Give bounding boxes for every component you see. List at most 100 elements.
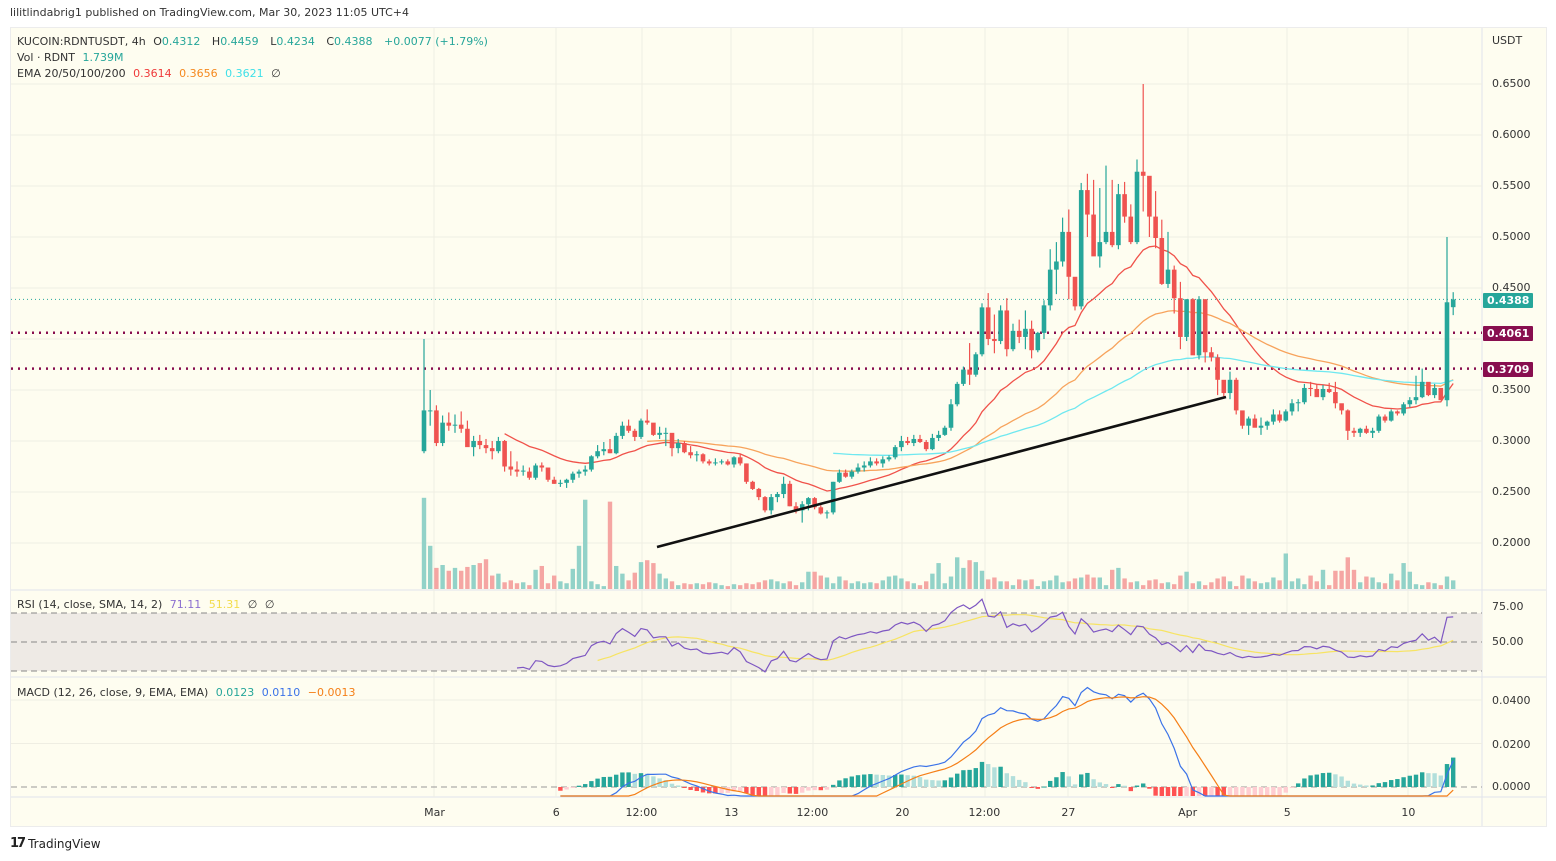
- ema-legend[interactable]: EMA 20/50/100/200 0.3614 0.3656 0.3621 ∅: [17, 67, 281, 80]
- macd-tick-0400: 0.0400: [1492, 694, 1531, 707]
- volume-bar: [1066, 581, 1071, 589]
- volume-bar: [1413, 584, 1419, 589]
- candle-body: [806, 498, 811, 505]
- macd-histogram-bar: [868, 774, 873, 787]
- macd-histogram-bar: [1333, 774, 1338, 787]
- candle-body: [731, 457, 737, 465]
- volume-bar: [992, 577, 997, 589]
- macd-histogram-bar: [936, 780, 941, 787]
- volume-bar: [595, 584, 600, 589]
- macd-histogram-bar: [1370, 785, 1375, 787]
- candle-body: [477, 441, 483, 446]
- tradingview-logo-icon: 17: [10, 836, 26, 851]
- macd-histogram-bar: [1302, 778, 1307, 787]
- macd-histogram-bar: [862, 774, 867, 787]
- candle-body: [768, 497, 774, 511]
- volume-bar: [1184, 571, 1189, 589]
- candle-body: [1388, 411, 1394, 421]
- candle-body: [694, 454, 700, 456]
- rsi-legend[interactable]: RSI (14, close, SMA, 14, 2) 71.11 51.31 …: [17, 598, 275, 611]
- volume-bar: [539, 565, 544, 589]
- volume-bar: [1085, 574, 1090, 589]
- candle-body: [793, 506, 799, 511]
- macd-histogram-bar: [1066, 776, 1071, 787]
- macd-histogram-bar: [1296, 783, 1301, 787]
- candle-body: [1289, 403, 1295, 412]
- currency-label: USDT: [1492, 34, 1523, 47]
- candle-body: [1295, 402, 1301, 404]
- macd-histogram-bar: [849, 776, 854, 787]
- chart-frame[interactable]: [10, 27, 1547, 827]
- last-price-tag: 0.4388: [1483, 293, 1534, 308]
- candle-body: [979, 307, 985, 355]
- candle-body: [644, 420, 650, 423]
- volume-bar: [855, 581, 861, 589]
- candle-body: [1382, 416, 1388, 421]
- time-tick: 5: [1283, 806, 1291, 819]
- price-tick: 0.3500: [1492, 383, 1531, 396]
- volume-bar: [607, 501, 613, 589]
- macd-histogram-bar: [1277, 787, 1282, 796]
- candle-body: [620, 425, 625, 436]
- candle-body: [1444, 302, 1450, 401]
- macd-histogram-bar: [1010, 776, 1016, 787]
- volume-bar: [831, 583, 836, 589]
- candle-body: [799, 504, 805, 511]
- macd-histogram-bar: [1159, 787, 1164, 796]
- volume-bar: [533, 569, 538, 589]
- macd-histogram-bar: [855, 775, 861, 787]
- time-tick: 13: [724, 806, 739, 819]
- macd-histogram-bar: [762, 787, 768, 796]
- candle-body: [533, 465, 538, 478]
- macd-histogram-bar: [942, 780, 947, 787]
- macd-histogram-bar: [1178, 787, 1183, 796]
- candle-body: [892, 447, 898, 458]
- macd-histogram-bar: [595, 778, 600, 787]
- volume-bar: [1153, 579, 1158, 589]
- macd-histogram-bar: [570, 787, 575, 788]
- volume-bar: [1358, 582, 1363, 589]
- volume-bar: [477, 563, 482, 589]
- macd-histogram-bar: [1327, 772, 1332, 787]
- candle-body: [1147, 175, 1152, 217]
- macd-histogram-bar: [1407, 775, 1412, 787]
- volume-bar: [1103, 585, 1109, 589]
- macd-histogram-bar: [1234, 787, 1239, 796]
- ema50-value: 0.3656: [179, 67, 218, 80]
- volume-bar: [1333, 570, 1338, 589]
- candle-body: [750, 481, 755, 489]
- volume-bar: [428, 545, 433, 589]
- candle-body: [936, 434, 941, 438]
- macd-histogram-bar: [1184, 787, 1189, 796]
- candle-body: [1010, 330, 1016, 350]
- volume-bar: [738, 585, 743, 589]
- volume-bar: [868, 582, 873, 589]
- brand-name[interactable]: TradingView: [28, 836, 101, 851]
- volume-bar: [1203, 585, 1208, 589]
- candle-body: [818, 507, 824, 514]
- candle-body: [1085, 190, 1090, 215]
- high-value: 0.4459: [220, 35, 259, 48]
- candle-body: [471, 441, 476, 448]
- candle-body: [551, 479, 557, 484]
- macd-histogram-bar: [1339, 776, 1344, 787]
- candle-body: [911, 438, 917, 444]
- volume-bar: [1190, 583, 1195, 589]
- macd-histogram-bar: [1116, 784, 1121, 787]
- macd-histogram-bar: [1413, 774, 1419, 787]
- volume-bar: [1382, 583, 1388, 589]
- macd-legend[interactable]: MACD (12, 26, close, 9, EMA, EMA) 0.0123…: [17, 686, 356, 699]
- volume-bar: [1221, 576, 1226, 589]
- volume-bar: [1010, 585, 1016, 589]
- volume-bar: [1091, 577, 1096, 589]
- macd-histogram-bar: [1364, 785, 1369, 787]
- macd-histogram-bar: [806, 787, 811, 791]
- rsi-sma-line: [597, 613, 1454, 662]
- symbol-name[interactable]: KUCOIN:RDNTUSDT, 4h: [17, 35, 146, 48]
- candle-body: [917, 438, 923, 443]
- volume-bar: [756, 582, 761, 589]
- volume-bar: [1004, 581, 1009, 589]
- candle-body: [595, 451, 600, 457]
- volume-legend[interactable]: Vol · RDNT 1.739M: [17, 51, 124, 64]
